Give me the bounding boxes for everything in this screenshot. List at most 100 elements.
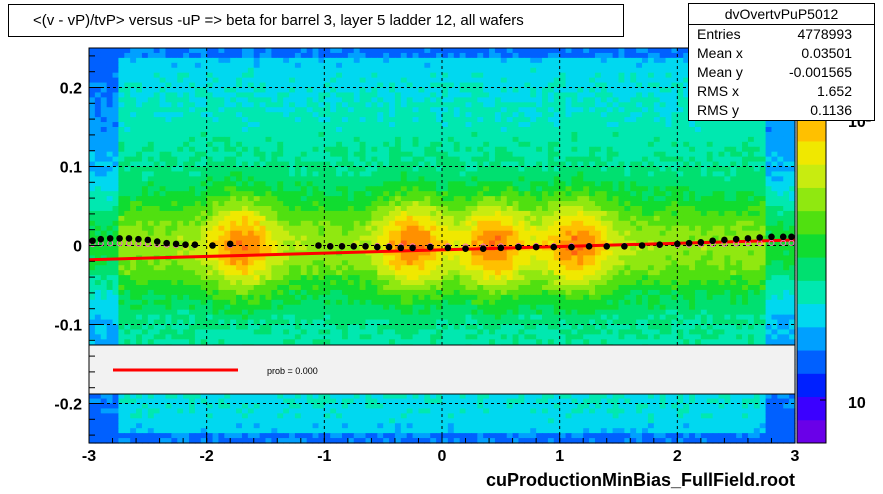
heatmap-cell bbox=[677, 161, 684, 168]
heatmap-cell bbox=[112, 230, 120, 237]
heatmap-cell bbox=[789, 127, 796, 133]
heatmap-cell bbox=[324, 220, 331, 227]
heatmap-cell bbox=[430, 122, 437, 128]
heatmap-cell bbox=[759, 122, 767, 128]
heatmap-cell bbox=[447, 186, 455, 192]
heatmap-cell bbox=[265, 240, 272, 247]
heatmap-cell bbox=[530, 107, 537, 113]
heatmap-cell bbox=[212, 136, 220, 143]
heatmap-cell bbox=[365, 146, 372, 153]
heatmap-cell bbox=[689, 191, 696, 197]
heatmap-cell bbox=[236, 57, 243, 64]
heatmap-cell bbox=[789, 141, 796, 148]
heatmap-cell bbox=[589, 117, 596, 123]
heatmap-cell bbox=[130, 117, 137, 123]
heatmap-cell bbox=[489, 136, 496, 143]
heatmap-cell bbox=[724, 215, 731, 222]
heatmap-cell bbox=[553, 97, 561, 103]
heatmap-cell bbox=[412, 161, 420, 168]
heatmap-cell bbox=[430, 127, 437, 133]
heatmap-cell bbox=[277, 191, 284, 197]
heatmap-cell bbox=[612, 97, 620, 103]
heatmap-cell bbox=[300, 176, 308, 182]
heatmap-cell bbox=[624, 166, 631, 173]
heatmap-cell bbox=[289, 141, 296, 148]
heatmap-cell bbox=[783, 245, 790, 252]
heatmap-cell bbox=[353, 87, 361, 94]
heatmap-cell bbox=[612, 141, 620, 148]
heatmap-cell bbox=[465, 141, 473, 148]
heatmap-cell bbox=[700, 186, 708, 192]
heatmap-cell bbox=[89, 62, 96, 69]
heatmap-cell bbox=[271, 156, 278, 163]
heatmap-cell bbox=[447, 131, 455, 138]
heatmap-cell bbox=[271, 215, 278, 222]
heatmap-cell bbox=[330, 77, 337, 84]
heatmap-cell bbox=[753, 161, 761, 168]
heatmap-cell bbox=[494, 156, 502, 163]
heatmap-cell bbox=[118, 191, 125, 197]
heatmap-cell bbox=[506, 122, 514, 128]
heatmap-cell bbox=[306, 176, 314, 182]
heatmap-cell bbox=[436, 67, 443, 74]
heatmap-cell bbox=[400, 181, 408, 187]
heatmap-cell bbox=[247, 230, 255, 237]
heatmap-cell bbox=[647, 102, 655, 108]
heatmap-cell bbox=[230, 161, 237, 168]
heatmap-cell bbox=[589, 57, 596, 64]
heatmap-cell bbox=[306, 112, 314, 118]
heatmap-cell bbox=[289, 191, 296, 197]
heatmap-cell bbox=[689, 176, 696, 182]
heatmap-cell bbox=[353, 240, 361, 247]
heatmap-cell bbox=[212, 161, 220, 168]
heatmap-cell bbox=[718, 245, 725, 252]
heatmap-cell bbox=[500, 77, 508, 84]
heatmap-cell bbox=[689, 210, 696, 217]
heatmap-cell bbox=[206, 230, 214, 237]
heatmap-cell bbox=[389, 181, 396, 187]
heatmap-cell bbox=[530, 72, 537, 79]
heatmap-cell bbox=[647, 52, 655, 59]
heatmap-cell bbox=[559, 201, 567, 207]
heatmap-cell bbox=[165, 57, 172, 64]
heatmap-cell bbox=[471, 210, 478, 217]
heatmap-cell bbox=[312, 52, 320, 59]
heatmap-cell bbox=[783, 127, 790, 133]
heatmap-cell bbox=[112, 92, 120, 98]
heatmap-cell bbox=[153, 87, 161, 94]
heatmap-cell bbox=[247, 102, 255, 108]
heatmap-cell bbox=[294, 117, 302, 123]
heatmap-cell bbox=[159, 122, 167, 128]
heatmap-cell bbox=[577, 206, 584, 212]
heatmap-cell bbox=[465, 196, 473, 202]
heatmap-cell bbox=[689, 215, 696, 222]
heatmap-cell bbox=[653, 82, 661, 89]
heatmap-cell bbox=[594, 92, 602, 98]
heatmap-cell bbox=[771, 240, 778, 247]
heatmap-cell bbox=[589, 206, 596, 212]
heatmap-cell bbox=[512, 166, 520, 173]
heatmap-cell bbox=[512, 112, 520, 118]
heatmap-cell bbox=[265, 186, 272, 192]
heatmap-cell bbox=[347, 136, 355, 143]
heatmap-cell bbox=[165, 151, 172, 158]
heatmap-cell bbox=[400, 166, 408, 173]
heatmap-cell bbox=[489, 235, 496, 242]
heatmap-cell bbox=[612, 112, 620, 118]
heatmap-cell bbox=[341, 166, 349, 173]
heatmap-cell bbox=[447, 127, 455, 133]
heatmap-cell bbox=[118, 127, 125, 133]
heatmap-cell bbox=[606, 87, 614, 94]
heatmap-cell bbox=[406, 67, 414, 74]
heatmap-cell bbox=[412, 181, 420, 187]
heatmap-cell bbox=[553, 48, 561, 54]
heatmap-cell bbox=[542, 107, 549, 113]
heatmap-cell bbox=[136, 196, 143, 202]
heatmap-cell bbox=[130, 151, 137, 158]
heatmap-cell bbox=[359, 97, 367, 103]
heatmap-cell bbox=[447, 235, 455, 242]
heatmap-cell bbox=[483, 107, 490, 113]
heatmap-cell bbox=[659, 117, 667, 123]
heatmap-cell bbox=[200, 161, 208, 168]
heatmap-cell bbox=[494, 166, 502, 173]
